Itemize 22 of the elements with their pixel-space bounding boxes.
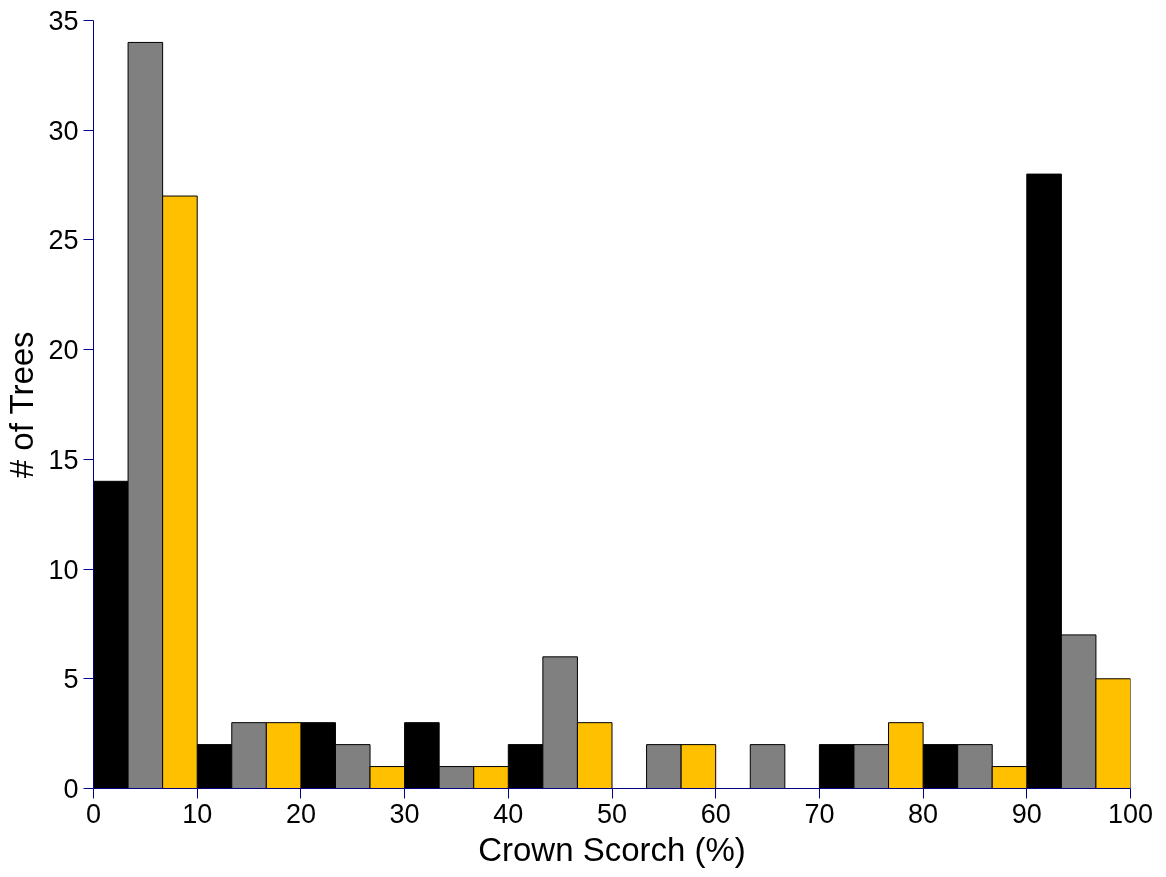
y-tick-label: 5: [63, 664, 79, 695]
y-tick-label: 0: [63, 774, 79, 804]
x-tick-label: 10: [182, 798, 213, 829]
y-tick-label: 15: [48, 444, 79, 475]
y-tick-label: 35: [48, 6, 79, 36]
y-tick-label: 30: [48, 115, 79, 146]
y-tick-label: 20: [48, 335, 79, 366]
x-axis-title: Crown Scorch (%): [478, 830, 746, 868]
y-axis-title: # of Trees: [3, 331, 41, 479]
x-tick-label: 80: [908, 798, 939, 829]
x-tick-label: 40: [493, 798, 524, 829]
x-tick-label: 30: [389, 798, 420, 829]
x-tick-label: 90: [1011, 798, 1042, 829]
y-tick-label: 25: [48, 225, 79, 256]
x-tick-label: 60: [700, 798, 731, 829]
x-tick-label: 100: [1107, 798, 1154, 829]
x-tick-label: 50: [596, 798, 628, 829]
bar: [749, 744, 786, 789]
x-tick-label: 20: [285, 798, 316, 829]
y-tick-label: 10: [48, 554, 79, 585]
x-tick-label: 0: [85, 798, 102, 829]
x-tick-label: 70: [804, 798, 835, 829]
